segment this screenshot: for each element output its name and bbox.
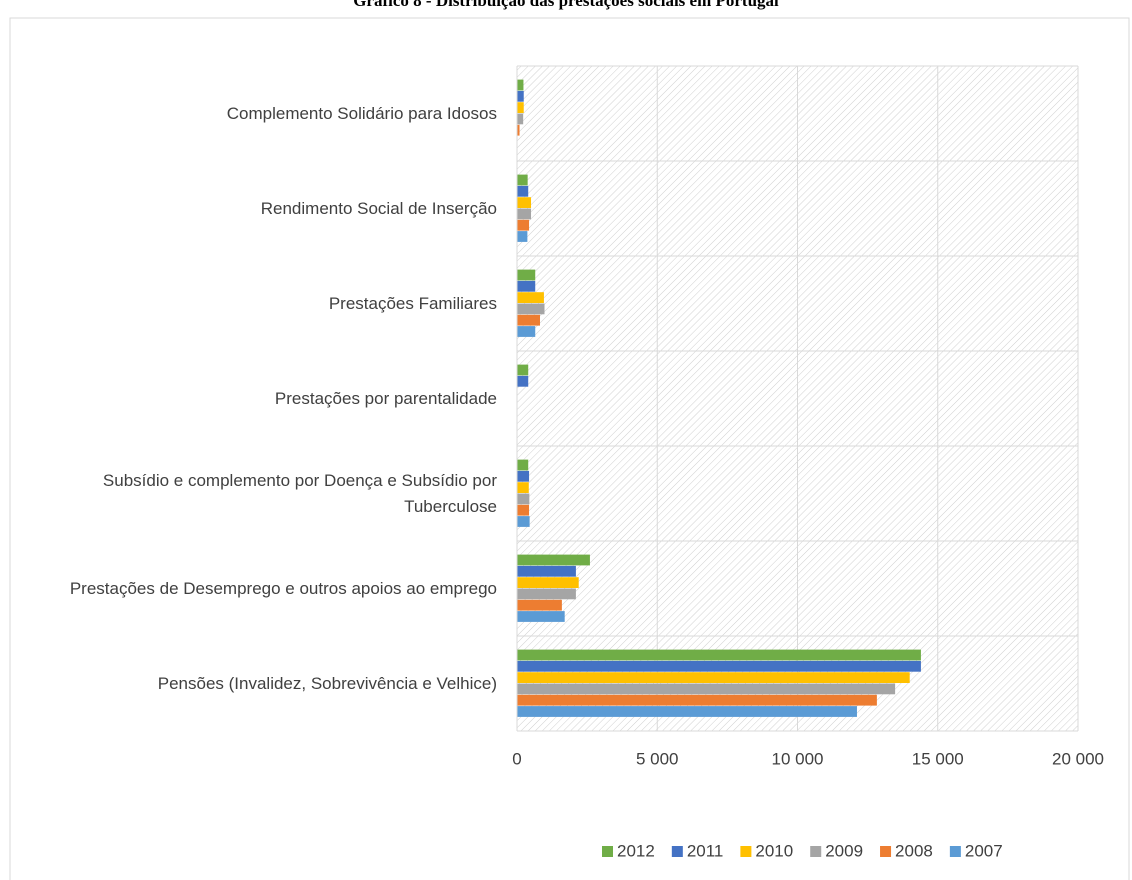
bar <box>517 375 529 387</box>
bar <box>517 649 921 661</box>
bar <box>517 504 530 516</box>
category-label: Pensões (Invalidez, Sobrevivência e Velh… <box>157 673 497 693</box>
legend-label: 2010 <box>755 841 793 860</box>
bar <box>517 90 524 102</box>
category-label: Prestações de Desemprego e outros apoios… <box>69 578 497 598</box>
legend-swatch <box>740 846 752 857</box>
bar <box>517 577 579 588</box>
bar <box>517 599 562 611</box>
legend-label: 2011 <box>687 841 724 860</box>
legend-label: 2009 <box>825 841 863 860</box>
bar <box>517 280 536 292</box>
bar <box>517 174 528 186</box>
legend-swatch <box>949 846 961 857</box>
bar <box>517 482 529 493</box>
x-tick-label: 15 000 <box>912 749 964 768</box>
category-label: Prestações por parentalidade <box>274 388 497 408</box>
bar <box>517 197 532 208</box>
bar <box>517 516 530 527</box>
bar <box>517 672 910 683</box>
x-tick-label: 0 <box>512 749 521 768</box>
bar <box>517 124 520 136</box>
legend-label: 2007 <box>965 841 1003 860</box>
bar <box>517 219 530 231</box>
legend-label: 2008 <box>895 841 933 860</box>
bar <box>517 565 576 577</box>
bar <box>517 470 530 482</box>
legend-swatch <box>671 846 683 857</box>
bar <box>517 364 529 376</box>
chart-title: Gráfico 8 - Distribuição das prestações … <box>353 0 779 10</box>
bar <box>517 554 590 566</box>
x-tick-label: 5 000 <box>636 749 679 768</box>
category-label: Complemento Solidário para Idosos <box>226 103 497 123</box>
bar <box>517 314 541 326</box>
bar <box>517 611 565 622</box>
legend-label: 2012 <box>617 841 655 860</box>
bar <box>517 102 524 113</box>
bar <box>517 269 536 281</box>
bar <box>517 231 528 242</box>
category-label: Subsídio e complemento por Doença e Subs… <box>102 470 497 516</box>
bar <box>517 208 532 220</box>
category-label: Rendimento Social de Inserção <box>260 198 497 218</box>
bar <box>517 683 896 695</box>
bar <box>517 706 857 717</box>
bar <box>517 588 576 600</box>
bar <box>517 79 524 91</box>
bar <box>517 326 536 337</box>
legend-swatch <box>602 846 613 857</box>
legend-swatch <box>880 846 892 857</box>
bar <box>517 694 877 706</box>
x-tick-label: 10 000 <box>772 749 824 768</box>
bar <box>517 459 529 471</box>
bar <box>517 185 529 197</box>
category-label: Prestações Familiares <box>328 293 497 313</box>
bar <box>517 303 545 315</box>
bar <box>517 493 530 505</box>
bar <box>517 660 921 672</box>
x-tick-label: 20 000 <box>1052 749 1104 768</box>
legend-swatch <box>810 846 822 857</box>
bar <box>517 113 524 125</box>
bar <box>517 292 544 303</box>
